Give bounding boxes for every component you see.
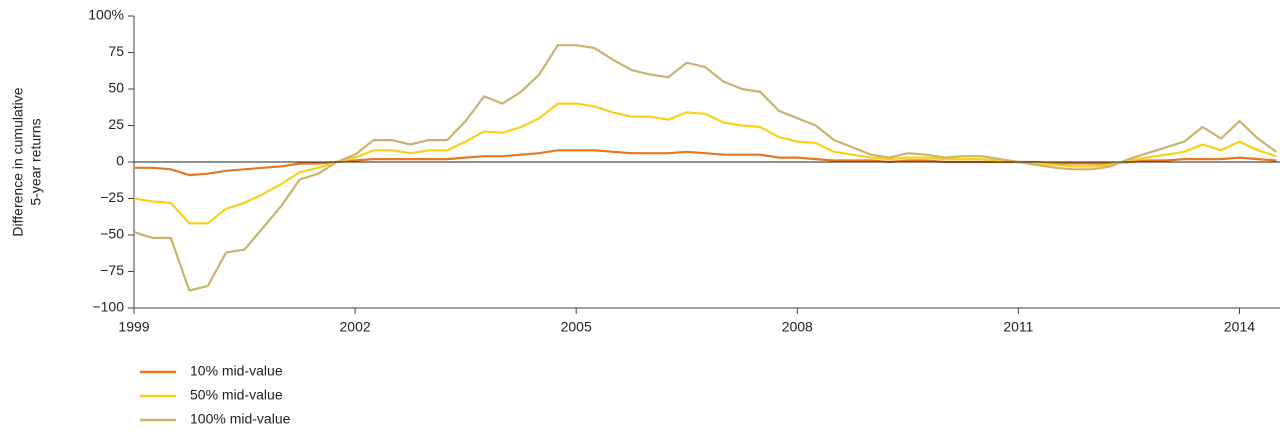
x-tick-label: 2002 bbox=[340, 319, 371, 335]
x-tick-label: 2005 bbox=[561, 319, 592, 335]
legend-label: 50% mid-value bbox=[190, 387, 283, 403]
y-tick-label: −25 bbox=[100, 189, 124, 205]
x-tick-label: 2011 bbox=[1003, 319, 1033, 335]
line-series bbox=[133, 102, 1277, 225]
line-series bbox=[134, 149, 1277, 177]
x-tick-label: 1999 bbox=[118, 319, 149, 335]
x-tick-label: 2014 bbox=[1224, 319, 1255, 335]
y-tick-label: 25 bbox=[108, 116, 124, 132]
y-tick-label: 0 bbox=[116, 153, 124, 169]
y-tick-label: −50 bbox=[100, 226, 124, 242]
y-tick-label: 50 bbox=[108, 80, 124, 96]
y-tick-label: 100% bbox=[88, 7, 124, 23]
legend-label: 100% mid-value bbox=[190, 411, 291, 427]
y-axis-label: Difference in cumulative bbox=[10, 87, 26, 236]
y-tick-label: −75 bbox=[100, 262, 124, 278]
y-tick-label: 75 bbox=[108, 43, 124, 59]
y-tick-label: −100 bbox=[92, 299, 124, 315]
line-series bbox=[133, 44, 1277, 292]
y-axis-label: 5-year returns bbox=[28, 118, 44, 205]
x-tick-label: 2008 bbox=[782, 319, 813, 335]
legend-label: 10% mid-value bbox=[190, 363, 283, 379]
